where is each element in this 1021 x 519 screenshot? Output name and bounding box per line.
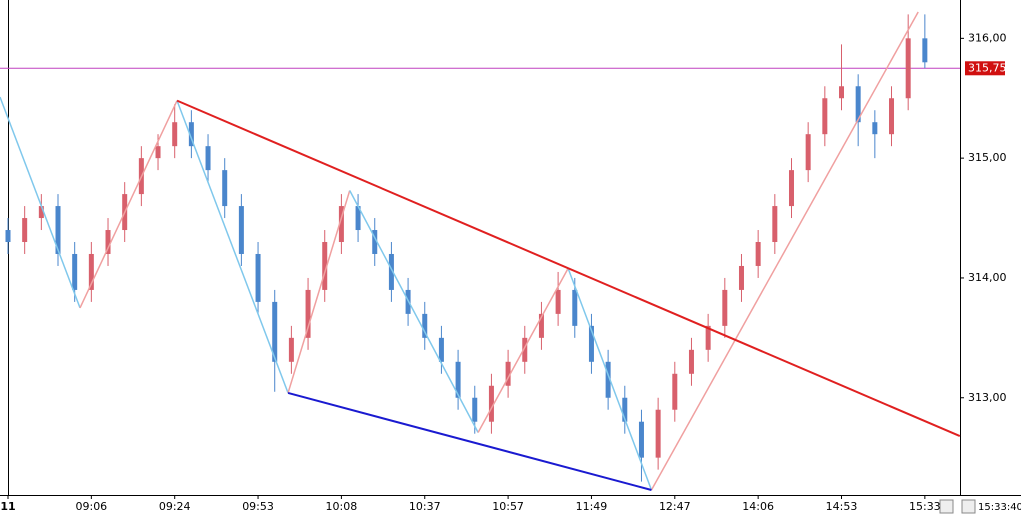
x-tick-label: 14:06 — [742, 500, 774, 513]
x-tick-label: 15:33 — [909, 500, 941, 513]
candle-body — [738, 265, 744, 290]
y-tick-label: 313,00 — [968, 391, 1007, 404]
candle-body — [889, 98, 895, 135]
candle-body — [172, 122, 178, 147]
x-tick-label: 11:49 — [576, 500, 608, 513]
x-tick-label: 09:53 — [242, 500, 274, 513]
candle-body — [438, 337, 444, 362]
x-tick-label: 14:53 — [826, 500, 858, 513]
zigzag-segment — [567, 268, 653, 491]
candle-body — [288, 337, 294, 362]
candle-body — [522, 337, 528, 362]
candle-body — [872, 122, 878, 135]
zigzag-segment — [176, 100, 289, 394]
price-label: 315,75 — [968, 61, 1007, 74]
candle-body — [672, 373, 678, 410]
candle-body — [905, 38, 911, 99]
candle-body — [555, 289, 561, 314]
candle-body — [155, 146, 161, 159]
x-tick-label: 09:24 — [159, 500, 191, 513]
candle-body — [605, 361, 611, 398]
candle-body — [422, 313, 428, 338]
candle-body — [72, 253, 78, 290]
trend-line — [287, 391, 652, 491]
x-tick-label: 10:37 — [409, 500, 441, 513]
candle-body — [38, 206, 44, 219]
candle-body — [839, 86, 844, 99]
candle-body — [755, 242, 761, 266]
candle-body — [688, 349, 694, 374]
candle-body — [322, 242, 328, 290]
candle-body — [272, 301, 278, 362]
zigzag-segment — [349, 190, 479, 433]
candle-body — [5, 230, 11, 243]
candle-body — [88, 253, 94, 290]
x-tick-label: 09:06 — [75, 500, 107, 513]
candle-body — [588, 325, 594, 362]
x-tick-label: 11 — [0, 500, 15, 513]
candle-body — [472, 397, 478, 422]
candle-body — [638, 421, 644, 458]
zigzag-segment — [79, 100, 178, 309]
candle-body — [305, 289, 311, 338]
candle-body — [188, 122, 194, 147]
candle-body — [22, 218, 28, 243]
candle-body — [855, 86, 861, 123]
candle-body — [355, 206, 361, 231]
x-tick-label: 10:08 — [326, 500, 358, 513]
candle-body — [655, 409, 661, 458]
edit-icon[interactable] — [939, 499, 954, 514]
candle-body — [238, 206, 244, 254]
candle-body — [388, 253, 394, 290]
candle-body — [338, 206, 344, 243]
candle-body — [455, 361, 461, 398]
candle-body — [105, 230, 111, 254]
x-tick-label: 10:57 — [492, 500, 524, 513]
candle-body — [505, 361, 511, 386]
clock: 15:33:40 — [978, 502, 1021, 513]
price-label-box — [965, 61, 1005, 76]
candle-body — [488, 385, 494, 422]
y-tick-label: 316,00 — [968, 31, 1007, 44]
candle-body — [538, 313, 544, 338]
candle-body — [822, 98, 828, 135]
zigzag-segment — [650, 11, 919, 491]
candle-body — [788, 170, 794, 207]
y-tick-label: 314,00 — [968, 271, 1007, 284]
candle-body — [572, 289, 578, 326]
zigzag-segment — [287, 190, 351, 394]
candle-body — [705, 325, 711, 350]
candle-body — [805, 134, 811, 171]
candle-body — [55, 206, 61, 254]
candle-body — [372, 230, 378, 254]
trend-line — [176, 99, 961, 438]
zoom-icon[interactable] — [961, 499, 976, 514]
y-tick-label: 315,00 — [968, 151, 1007, 164]
candle-body — [722, 289, 728, 326]
candle-body — [222, 170, 228, 207]
zigzag-segment — [0, 96, 81, 309]
zigzag-segment — [477, 268, 569, 433]
x-tick-label: 12:47 — [659, 500, 691, 513]
candle-body — [255, 253, 261, 302]
candle-body — [922, 38, 928, 63]
candle-body — [622, 397, 628, 422]
candle-body — [772, 206, 778, 243]
candle-body — [205, 146, 211, 171]
